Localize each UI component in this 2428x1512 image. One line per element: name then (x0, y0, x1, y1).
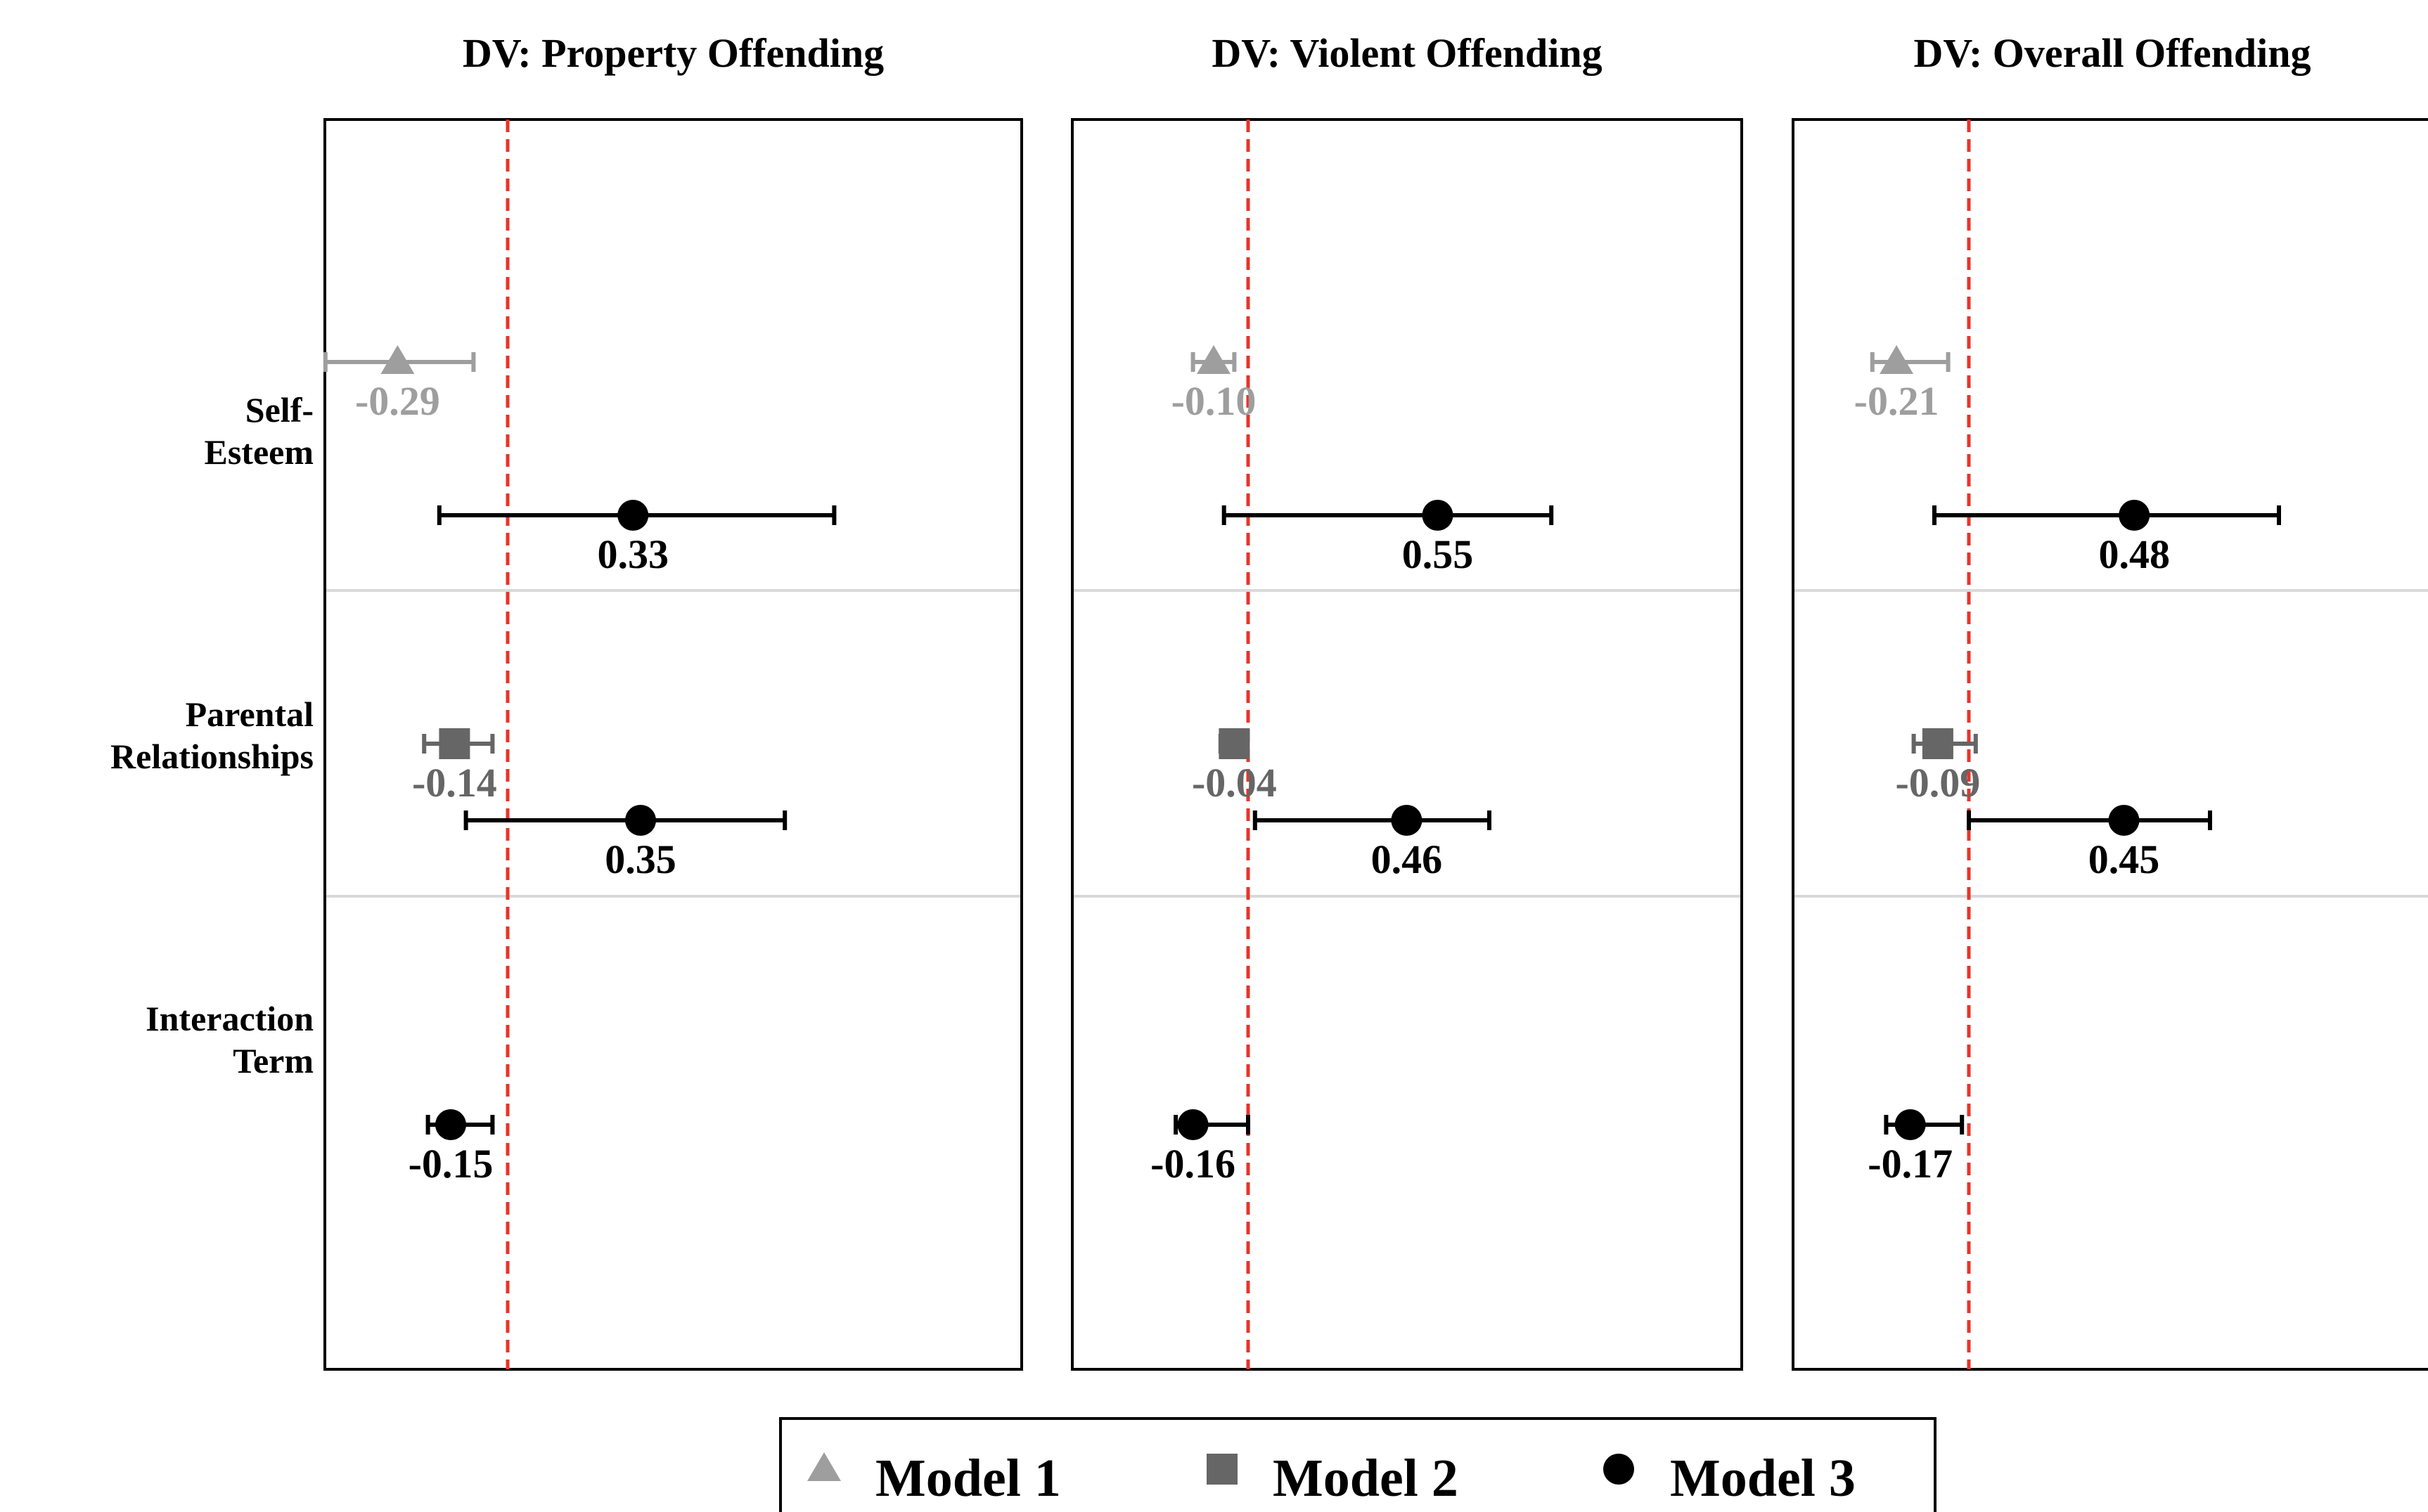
data-label: -0.17 (1868, 1141, 1953, 1187)
data-label: -0.09 (1895, 760, 1980, 806)
estimate-point (435, 1109, 466, 1140)
data-label: 0.35 (605, 836, 676, 882)
data-label: -0.10 (1171, 378, 1257, 424)
estimate-point (2119, 500, 2150, 531)
data-label: 0.46 (1371, 836, 1443, 882)
data-label: 0.33 (597, 531, 669, 577)
legend-marker (807, 1452, 841, 1481)
estimate-point (1422, 500, 1453, 531)
data-label: 0.45 (2088, 836, 2160, 882)
legend-box (779, 1417, 1936, 1512)
row-label: Self- (245, 390, 314, 429)
estimate-point (1894, 1109, 1926, 1140)
panel-title: DV: Overall Offending (1914, 30, 2311, 76)
estimate-point (1922, 728, 1953, 759)
estimate-point (1391, 805, 1422, 836)
row-label: Parental (186, 694, 314, 734)
row-label: Term (233, 1041, 314, 1080)
legend-marker (1603, 1454, 1634, 1485)
estimate-point (1197, 345, 1231, 374)
estimate-point (617, 500, 649, 531)
estimate-point (625, 805, 656, 836)
data-label: 0.48 (2098, 531, 2170, 577)
panel-title: DV: Violent Offending (1212, 30, 1602, 76)
legend-label: Model 2 (1273, 1449, 1458, 1508)
row-label: Relationships (110, 737, 314, 776)
estimate-point (1177, 1109, 1209, 1140)
row-label: Esteem (205, 432, 314, 472)
data-label: -0.14 (412, 760, 497, 806)
panel-frame (1071, 118, 1743, 1371)
panel-frame (323, 118, 1023, 1371)
legend-label: Model 1 (875, 1449, 1061, 1508)
row-label: Interaction (146, 999, 314, 1038)
data-label: -0.16 (1150, 1141, 1235, 1187)
panel-frame (1792, 118, 2428, 1371)
data-label: -0.29 (355, 378, 440, 424)
estimate-point (2108, 805, 2140, 836)
legend-marker (1207, 1454, 1238, 1485)
estimate-point (1219, 728, 1250, 759)
data-label: -0.15 (409, 1141, 494, 1187)
data-label: -0.04 (1192, 760, 1277, 806)
estimate-point (439, 728, 470, 759)
legend-label: Model 3 (1670, 1449, 1856, 1508)
data-label: 0.55 (1402, 531, 1474, 577)
panel-title: DV: Property Offending (463, 30, 884, 76)
estimate-point (380, 345, 415, 374)
estimate-point (1880, 345, 1914, 374)
data-label: -0.21 (1854, 378, 1939, 424)
